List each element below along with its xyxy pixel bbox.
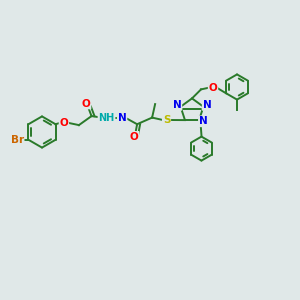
Text: Br: Br bbox=[11, 135, 24, 145]
Text: O: O bbox=[208, 82, 217, 93]
Text: N: N bbox=[199, 116, 208, 126]
Text: O: O bbox=[59, 118, 68, 128]
Text: N: N bbox=[172, 100, 182, 110]
Text: N: N bbox=[118, 112, 127, 123]
Text: O: O bbox=[130, 132, 139, 142]
Text: O: O bbox=[82, 98, 91, 109]
Text: S: S bbox=[163, 115, 170, 125]
Text: NH: NH bbox=[98, 112, 115, 123]
Text: N: N bbox=[202, 100, 211, 110]
